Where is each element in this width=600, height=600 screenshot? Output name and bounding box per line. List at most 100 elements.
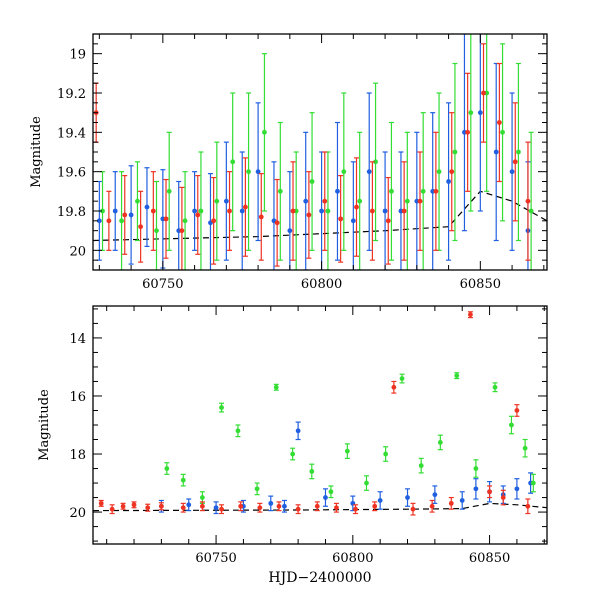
top-data-point bbox=[211, 218, 217, 224]
top-data-point bbox=[214, 198, 220, 204]
bottom-data-point bbox=[334, 505, 339, 511]
bottom-data-point bbox=[98, 500, 104, 506]
bottom-data-point bbox=[158, 503, 164, 509]
bottom-data-point bbox=[522, 445, 528, 451]
top-data-point bbox=[258, 214, 264, 220]
top-x-tick-label: 60850 bbox=[460, 277, 501, 292]
top-series-1 bbox=[100, 34, 534, 270]
top-data-point bbox=[433, 188, 439, 194]
top-data-point bbox=[138, 224, 144, 230]
top-data-point bbox=[290, 208, 296, 214]
bottom-data-point bbox=[454, 373, 460, 379]
top-data-point bbox=[179, 228, 185, 234]
top-data-point bbox=[306, 212, 312, 218]
bottom-x-tick-label: 60750 bbox=[195, 551, 236, 566]
bottom-data-point bbox=[180, 477, 186, 483]
bottom-data-point bbox=[309, 469, 315, 474]
bottom-axes: 60750 60800 60850 14 16 18 20 bbox=[69, 306, 547, 566]
bottom-data-point bbox=[295, 506, 301, 512]
top-data-point bbox=[404, 198, 410, 204]
top-data-point bbox=[369, 208, 375, 214]
bottom-data-point bbox=[164, 466, 170, 471]
top-data-point bbox=[192, 208, 197, 214]
top-y-tick-label: 20 bbox=[69, 244, 86, 259]
top-data-point bbox=[246, 169, 251, 175]
bottom-data-point bbox=[180, 505, 186, 511]
top-data-point bbox=[163, 216, 169, 222]
bottom-data-point bbox=[468, 312, 473, 318]
top-data-point bbox=[242, 204, 248, 210]
bottom-data-point bbox=[219, 405, 224, 410]
top-y-tick-label: 19.2 bbox=[57, 87, 86, 102]
bottom-y-axis-label: Magnitude bbox=[37, 389, 52, 461]
top-data-point bbox=[465, 129, 471, 135]
top-data-point bbox=[382, 208, 388, 214]
bottom-data-point bbox=[429, 503, 435, 509]
bottom-data-point bbox=[323, 495, 328, 500]
top-data-point bbox=[303, 198, 309, 204]
bottom-data-point bbox=[295, 428, 301, 434]
bottom-data-point bbox=[500, 495, 506, 500]
top-data-point bbox=[100, 208, 105, 214]
bottom-data-point bbox=[514, 408, 520, 413]
bottom-data-point bbox=[459, 498, 465, 503]
bottom-x-axis-label: HJD−2400000 bbox=[268, 570, 371, 586]
bottom-data-point bbox=[383, 451, 389, 457]
bottom-data-point bbox=[273, 384, 279, 390]
top-data-point bbox=[198, 208, 204, 214]
top-data-point bbox=[373, 159, 378, 165]
top-data-point bbox=[195, 212, 201, 218]
top-data-point bbox=[446, 179, 451, 184]
bottom-data-point bbox=[473, 466, 479, 471]
top-model-curve bbox=[93, 190, 547, 242]
bottom-y-tick-label: 18 bbox=[69, 448, 86, 463]
top-data-point bbox=[366, 169, 372, 175]
top-data-point bbox=[135, 198, 140, 204]
bottom-data-point bbox=[213, 505, 219, 511]
top-data-point bbox=[287, 228, 293, 234]
bottom-data-point bbox=[514, 486, 520, 492]
top-data-point bbox=[354, 204, 359, 210]
bottom-data-point bbox=[254, 486, 260, 492]
top-data-point bbox=[420, 188, 426, 194]
bottom-data-point bbox=[525, 503, 531, 509]
top-data-point bbox=[166, 188, 172, 194]
bottom-data-point bbox=[364, 480, 369, 486]
bottom-data-point bbox=[186, 502, 192, 508]
bottom-data-point bbox=[372, 503, 378, 509]
bottom-y-tick-label: 16 bbox=[69, 390, 86, 405]
top-data-point bbox=[154, 228, 159, 234]
bottom-data-point bbox=[282, 503, 287, 509]
top-data-point bbox=[335, 188, 340, 194]
bottom-data-point bbox=[344, 448, 350, 454]
top-data-point bbox=[449, 169, 455, 175]
bottom-data-point bbox=[405, 495, 410, 500]
bottom-plot-area bbox=[93, 311, 547, 516]
top-data-point bbox=[341, 169, 347, 175]
top-data-point bbox=[227, 208, 232, 214]
top-data-point bbox=[452, 149, 458, 155]
bottom-y-tick-label: 20 bbox=[69, 506, 86, 521]
top-data-point bbox=[262, 129, 267, 135]
top-y-tick-label: 19.4 bbox=[57, 126, 86, 141]
top-data-point bbox=[150, 208, 156, 214]
bottom-data-point bbox=[314, 503, 320, 509]
bottom-data-point bbox=[353, 506, 358, 512]
top-data-point bbox=[122, 212, 128, 218]
top-data-point bbox=[182, 218, 188, 224]
bottom-data-point bbox=[268, 500, 274, 506]
top-x-tick-label: 60750 bbox=[142, 277, 183, 292]
bottom-data-point bbox=[487, 489, 492, 495]
top-data-point bbox=[500, 129, 505, 135]
top-panel: 60750 60800 60850 19 19.2 19.4 19.6 19.8 20 Magn… bbox=[29, 33, 548, 292]
top-data-point bbox=[255, 169, 261, 175]
bottom-data-point bbox=[418, 463, 424, 469]
bottom-data-point bbox=[131, 502, 137, 508]
top-y-tick-label: 19 bbox=[69, 48, 86, 63]
top-data-point bbox=[230, 159, 236, 165]
top-axes: 60750 60800 60850 19 19.2 19.4 19.6 19.8 20 bbox=[57, 33, 547, 292]
bottom-data-point bbox=[473, 486, 479, 492]
top-plot-area bbox=[93, 34, 547, 270]
top-data-point bbox=[223, 198, 229, 204]
